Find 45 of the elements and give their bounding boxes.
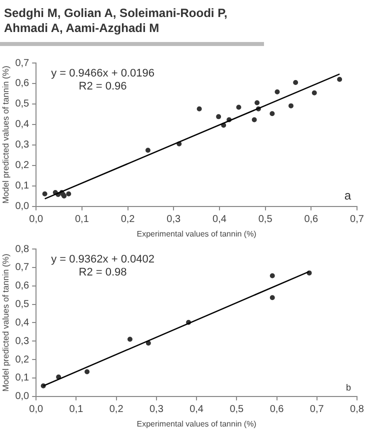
annotation: y = 0.9466x + 0.0196 (51, 68, 154, 80)
y-tick-label: 0,1 (15, 180, 30, 192)
y-tick-label: 0,4 (15, 317, 30, 328)
y-tick-label: 0,4 (15, 119, 30, 130)
x-tick-label: 0,6 (270, 404, 284, 416)
y-tick-label: 0,2 (15, 160, 30, 172)
x-tick-label: 0,5 (230, 404, 244, 416)
y-tick-label: 0,8 (15, 244, 30, 255)
annotation: b (346, 382, 351, 392)
x-tick-label: 0,5 (258, 214, 273, 226)
x-tick-label: 0,7 (350, 214, 364, 226)
annotation: a (344, 188, 352, 203)
y-tick-label: 0,6 (15, 78, 30, 90)
x-tick-label: 0,3 (166, 214, 182, 226)
x-axis-title: Experimental values of tannin (%) (136, 419, 257, 428)
y-tick-label: 0,6 (15, 280, 30, 292)
x-tick-label: 0,1 (74, 214, 90, 226)
x-axis-title: Experimental values of tannin (%) (136, 229, 257, 238)
y-tick-label: 0,1 (15, 372, 30, 384)
y-axis-title: Model predicted values of tannin (%) (0, 254, 10, 392)
x-tick-label: 0,4 (190, 404, 204, 416)
chart-title: Sedghi M, Golian A, Soleimani-Roodi P, Ahmadi A, Aami-Azghadi M (0, 0, 264, 46)
y-tick-label: 0,7 (15, 58, 30, 69)
annotation: R2 = 0.96 (78, 80, 127, 93)
y-tick-label: 0,0 (15, 201, 30, 212)
x-tick-label: 0,8 (350, 404, 364, 416)
y-tick-label: 0,5 (15, 299, 30, 310)
x-tick-label: 0,6 (304, 214, 319, 226)
y-tick-label: 0,7 (15, 262, 30, 274)
y-tick-label: 0,0 (15, 391, 30, 402)
y-tick-label: 0,5 (15, 98, 30, 110)
annotation: y = 0.9362x + 0.0402 (51, 254, 154, 266)
x-tick-label: 0,2 (120, 214, 136, 226)
x-tick-label: 0,4 (212, 214, 227, 226)
x-tick-label: 0,0 (29, 404, 44, 416)
y-tick-label: 0,2 (15, 354, 30, 366)
y-tick-label: 0,3 (15, 140, 30, 151)
x-tick-label: 0,2 (109, 404, 124, 416)
y-axis-title: Model predicted values of tannin (%) (0, 66, 10, 204)
x-tick-label: 0,0 (29, 214, 44, 226)
y-tick-label: 0,3 (15, 336, 30, 347)
x-tick-label: 0,1 (69, 404, 84, 416)
x-tick-label: 0,3 (149, 404, 164, 416)
x-tick-label: 0,7 (310, 404, 324, 416)
annotation: R2 = 0.98 (78, 266, 127, 279)
